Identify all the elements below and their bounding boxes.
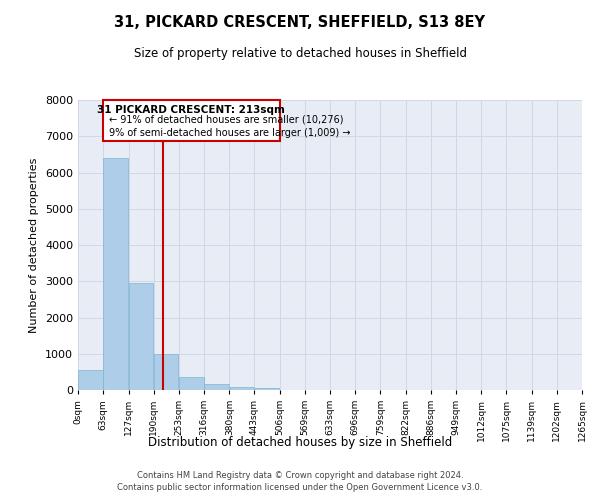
Bar xyxy=(129,283,154,390)
Bar xyxy=(204,384,229,390)
FancyBboxPatch shape xyxy=(103,100,280,140)
Text: Distribution of detached houses by size in Sheffield: Distribution of detached houses by size … xyxy=(148,436,452,449)
Text: Size of property relative to detached houses in Sheffield: Size of property relative to detached ho… xyxy=(133,48,467,60)
Y-axis label: Number of detached properties: Number of detached properties xyxy=(29,158,40,332)
Bar xyxy=(79,370,103,390)
Text: Contains HM Land Registry data © Crown copyright and database right 2024.: Contains HM Land Registry data © Crown c… xyxy=(137,471,463,480)
Text: 31 PICKARD CRESCENT: 213sqm: 31 PICKARD CRESCENT: 213sqm xyxy=(97,104,285,115)
Bar xyxy=(179,376,203,390)
Bar xyxy=(103,158,128,390)
Text: ← 91% of detached houses are smaller (10,276): ← 91% of detached houses are smaller (10… xyxy=(109,115,344,125)
Text: 31, PICKARD CRESCENT, SHEFFIELD, S13 8EY: 31, PICKARD CRESCENT, SHEFFIELD, S13 8EY xyxy=(115,15,485,30)
Bar xyxy=(154,354,178,390)
Text: 9% of semi-detached houses are larger (1,009) →: 9% of semi-detached houses are larger (1… xyxy=(109,128,350,138)
Bar xyxy=(255,388,279,390)
Text: Contains public sector information licensed under the Open Government Licence v3: Contains public sector information licen… xyxy=(118,484,482,492)
Bar xyxy=(230,387,254,390)
